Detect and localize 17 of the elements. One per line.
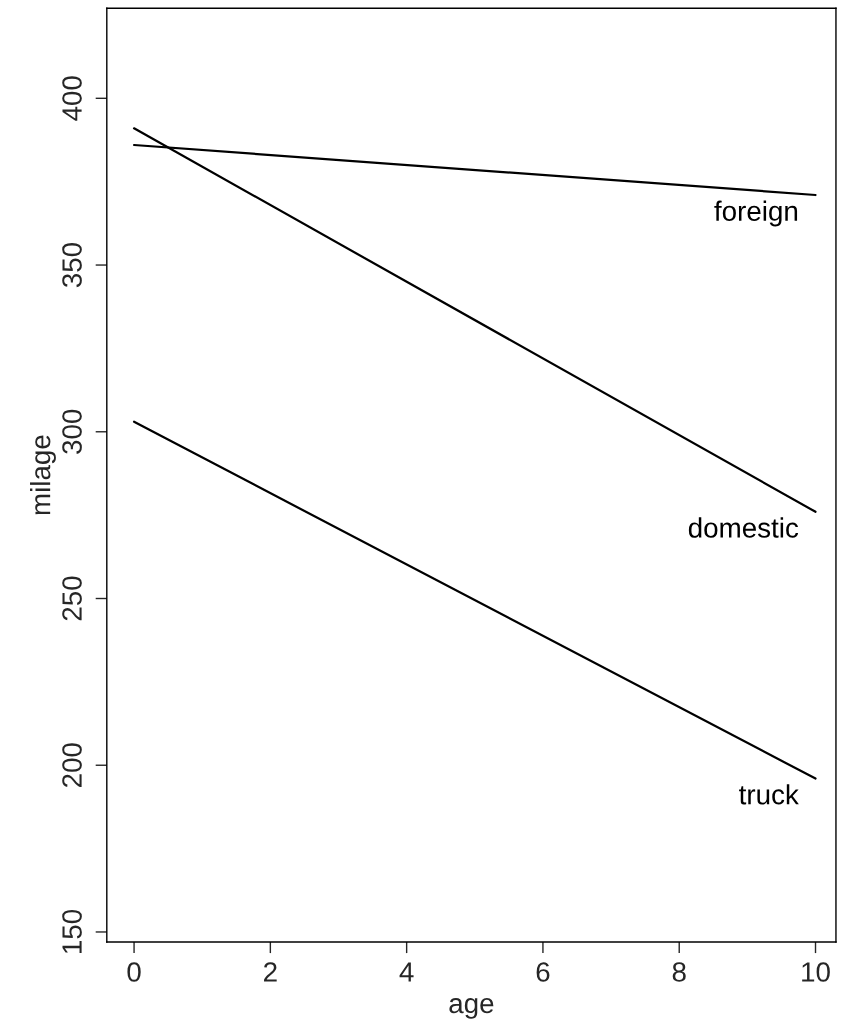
x-tick-label: 8: [672, 962, 686, 982]
series-label: domestic: [688, 517, 799, 538]
x-axis-title: age: [449, 998, 494, 1019]
x-tick-label: 0: [127, 962, 141, 982]
x-tick-label: 10: [802, 962, 830, 982]
y-tick-label: 400: [62, 76, 82, 121]
y-tick-label: 250: [62, 576, 82, 621]
y-tick-label: 200: [62, 743, 82, 788]
y-axis-title: milage: [30, 435, 56, 515]
series-label: truck: [739, 784, 799, 805]
x-tick-label: 2: [264, 962, 277, 982]
y-tick-label: 150: [62, 909, 82, 954]
series-label: foreign: [714, 200, 798, 227]
y-tick-label: 300: [62, 409, 82, 454]
x-tick-label: 6: [536, 962, 550, 982]
y-tick-label: 350: [62, 242, 82, 288]
x-tick-label: 4: [399, 962, 414, 982]
